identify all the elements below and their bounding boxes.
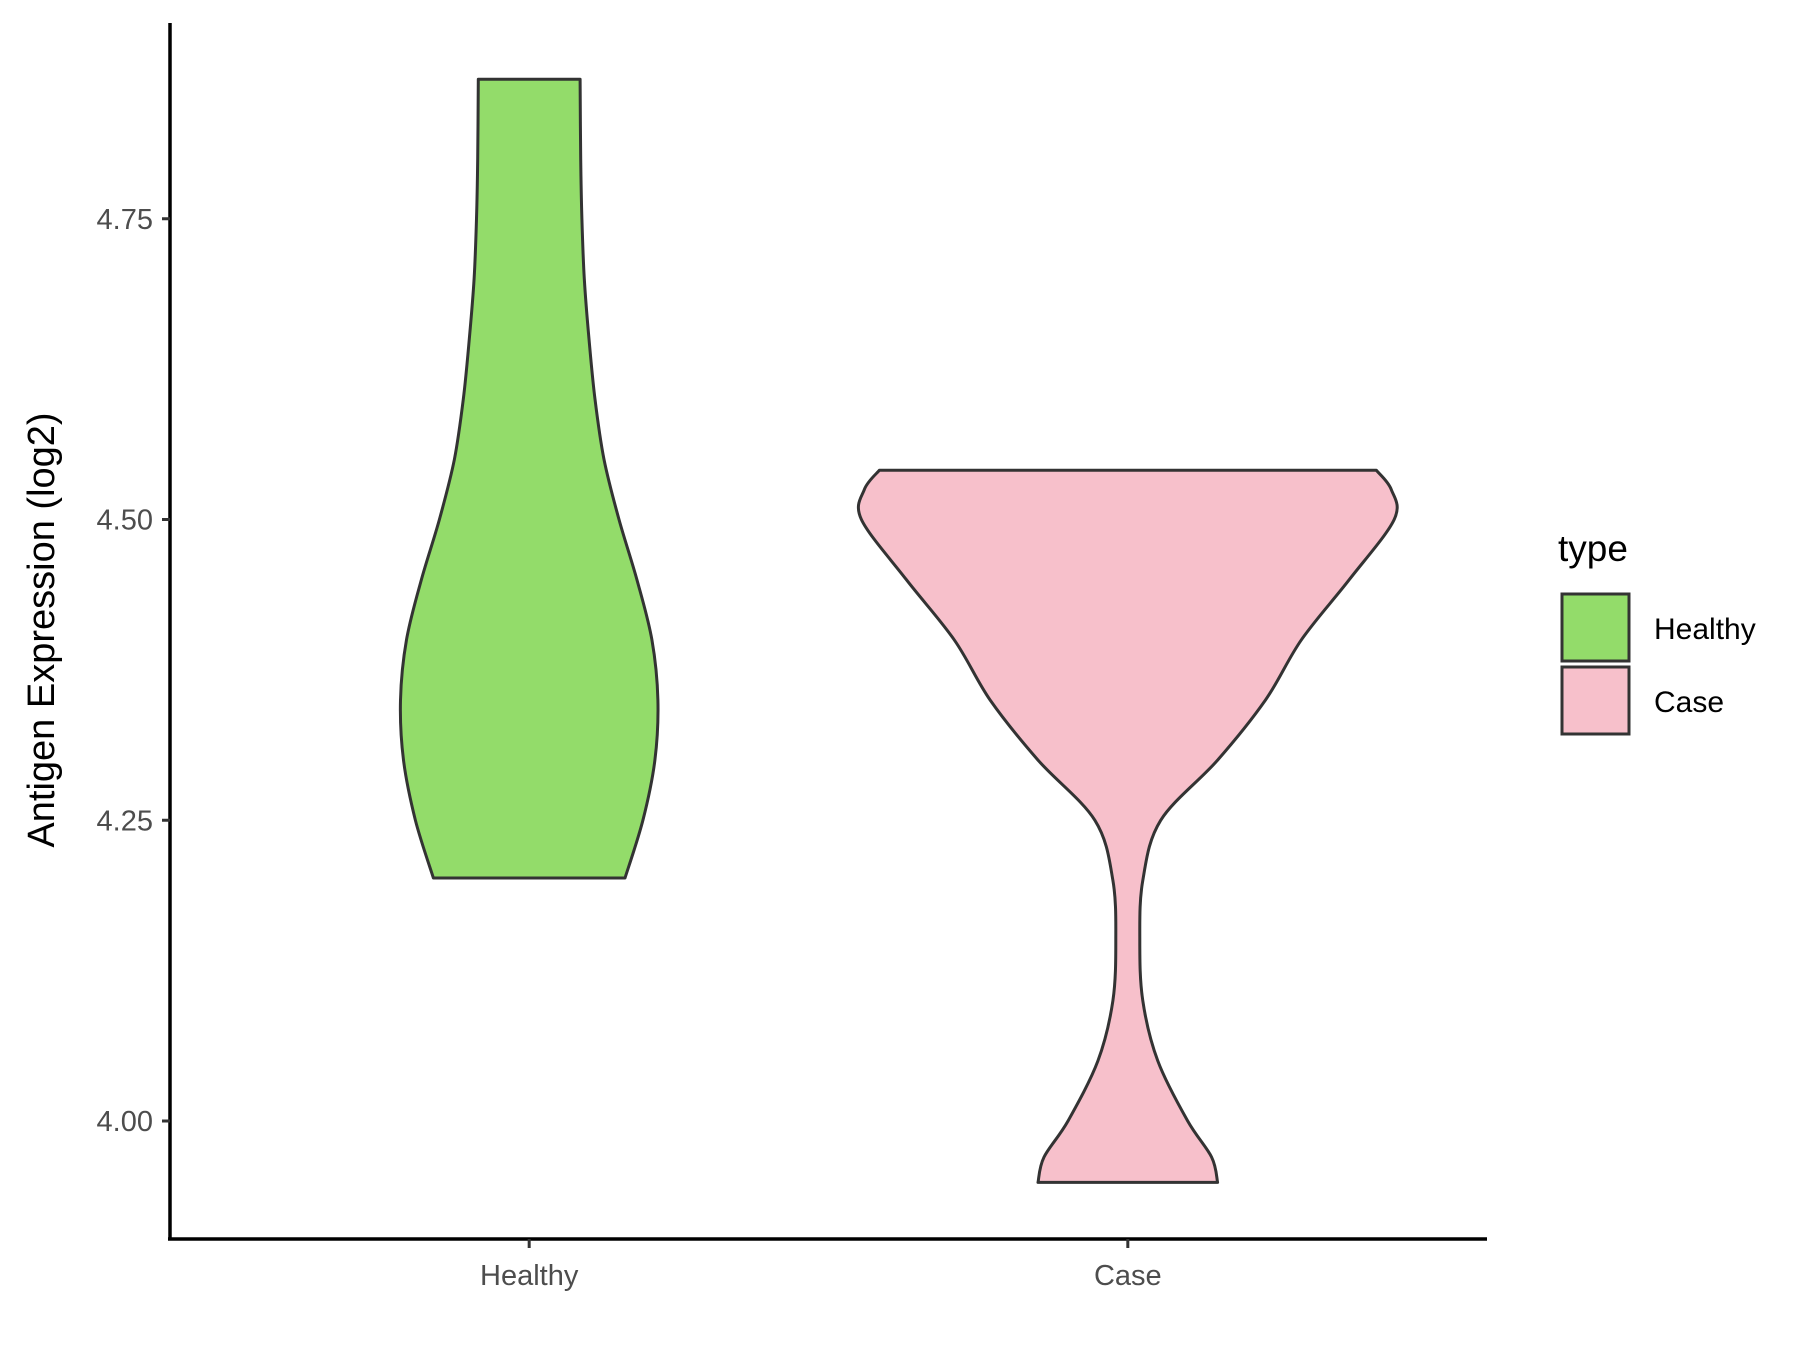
violin-layer [398, 77, 1399, 1184]
y-tick-label: 4.00 [97, 1106, 153, 1138]
y-tick-label: 4.50 [97, 505, 153, 537]
legend-label: Healthy [1654, 613, 1756, 646]
legend-title: type [1558, 528, 1628, 569]
y-tick-label: 4.75 [97, 204, 153, 236]
legend-key-healthy [1560, 592, 1631, 663]
legend: type Healthy Case [1558, 528, 1756, 736]
legend-key-case [1560, 665, 1631, 736]
y-tick-label: 4.25 [97, 805, 153, 837]
y-tick-layer: 4.00 4.25 4.50 4.75 [97, 204, 170, 1138]
legend-label: Case [1654, 686, 1724, 719]
violin-case [856, 468, 1399, 1184]
x-tick-label: Healthy [480, 1260, 579, 1292]
x-tick-layer: Healthy Case [480, 1239, 1162, 1292]
violin-healthy [398, 77, 660, 880]
y-axis-title: Antigen Expression (log2) [21, 412, 63, 847]
x-tick-label: Case [1094, 1260, 1162, 1292]
